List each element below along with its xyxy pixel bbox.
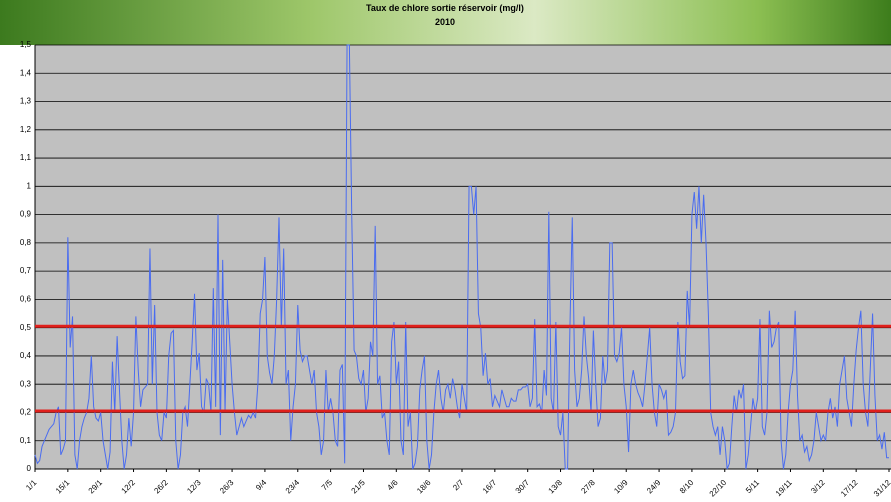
chart: Taux de chlore sortie réservoir (mg/l) 2… — [0, 0, 891, 502]
x-tick-label: 26/2 — [152, 478, 170, 496]
x-tick-label: 17/12 — [839, 478, 860, 499]
y-tick-label: 0,2 — [20, 408, 32, 417]
x-tick-label: 26/3 — [218, 478, 236, 496]
x-tick-label: 23/4 — [284, 478, 302, 496]
x-tick-label: 16/7 — [481, 478, 499, 496]
y-tick-label: 0,8 — [20, 238, 32, 247]
x-tick-label: 24/9 — [645, 478, 663, 496]
x-tick-label: 1/1 — [24, 478, 39, 493]
x-tick-label: 8/10 — [678, 478, 696, 496]
x-tick-label: 13/8 — [547, 478, 565, 496]
x-tick-label: 12/3 — [185, 478, 203, 496]
x-tick-label: 29/1 — [87, 478, 105, 496]
x-tick-label: 9/4 — [254, 478, 269, 493]
x-tick-label: 27/8 — [579, 478, 597, 496]
chart-subtitle: 2010 — [435, 17, 455, 27]
x-tick-label: 5/11 — [744, 478, 761, 495]
x-tick-label: 3/12 — [809, 478, 827, 496]
x-tick-label: 4/6 — [385, 478, 400, 493]
plot-area — [35, 45, 891, 469]
y-tick-label: 1,5 — [20, 40, 32, 49]
y-tick-label: 0,4 — [20, 351, 32, 360]
y-tick-label: 1,1 — [20, 153, 32, 162]
y-tick-label: 0 — [27, 464, 32, 473]
x-tick-label: 19/11 — [774, 478, 794, 498]
x-tick-label: 10/9 — [612, 478, 630, 496]
y-tick-label: 1,3 — [20, 97, 32, 106]
y-tick-label: 0,6 — [20, 295, 32, 304]
x-tick-label: 15/1 — [54, 478, 72, 496]
x-tick-label: 30/7 — [514, 478, 532, 496]
x-tick-label: 31/12 — [872, 478, 891, 499]
x-tick-label: 21/5 — [349, 478, 367, 496]
x-tick-label: 18/6 — [415, 478, 433, 496]
page: {"chart_data": {"type": "line", "title":… — [0, 0, 891, 502]
y-tick-label: 0,5 — [20, 323, 32, 332]
y-tick-label: 1,2 — [20, 125, 32, 134]
y-tick-label: 1,4 — [20, 68, 32, 77]
y-tick-label: 0,3 — [20, 379, 32, 388]
x-tick-label: 22/10 — [708, 478, 729, 499]
y-tick-label: 0,7 — [20, 266, 32, 275]
x-tick-label: 7/5 — [320, 478, 335, 493]
y-tick-label: 1 — [27, 181, 32, 190]
x-tick-label: 2/7 — [451, 478, 466, 493]
y-tick-label: 0,9 — [20, 210, 32, 219]
x-tick-label: 12/2 — [120, 478, 138, 496]
y-tick-label: 0,1 — [20, 436, 32, 445]
chart-title: Taux de chlore sortie réservoir (mg/l) — [366, 3, 524, 13]
